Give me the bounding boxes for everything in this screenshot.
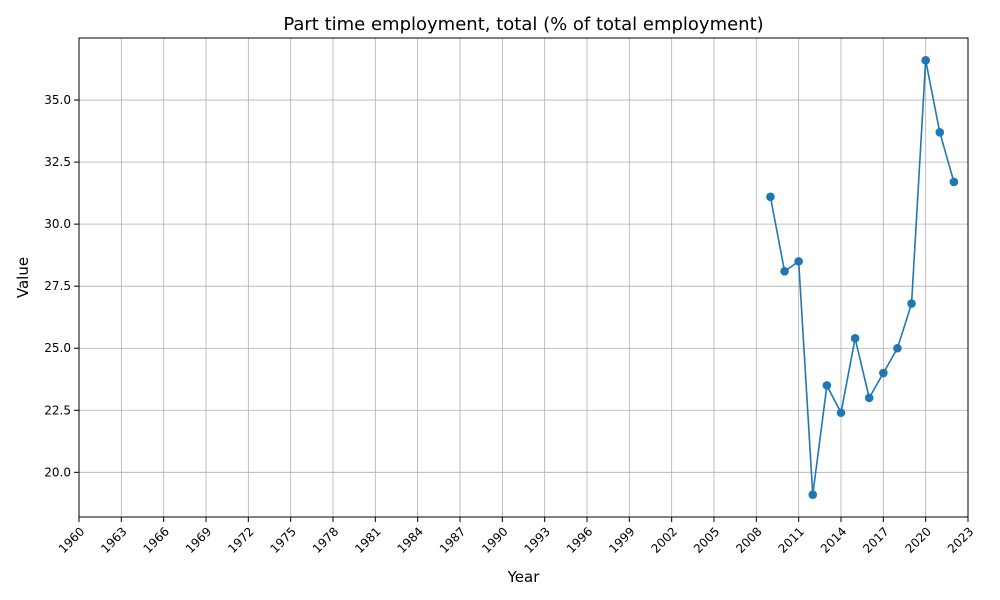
data-point [949,177,959,187]
data-point [907,299,916,308]
data-point [850,334,860,343]
y-tick-label: 32.5 [44,155,71,169]
data-point [808,490,818,499]
data-point [893,343,902,353]
data-point [879,368,888,378]
y-tick-label: 27.5 [44,279,71,293]
data-point [836,408,846,418]
y-tick-label: 22.5 [44,403,71,417]
y-tick-label: 30.0 [44,217,71,231]
data-point [935,128,945,137]
data-point [766,192,775,202]
y-tick-label: 25.0 [44,341,71,355]
grid-lines [78,38,969,517]
y-axis-label: Value [14,257,32,298]
plot-frame [78,37,969,518]
data-point [822,381,832,390]
x-axis-label: Year [507,568,541,586]
series-line [769,60,955,495]
data-point [921,56,930,65]
data-point [794,257,803,266]
data-point [780,266,789,276]
series-layer [766,56,959,499]
y-tick-label: 35.0 [44,93,71,107]
y-tick-label: 20.0 [44,465,71,479]
data-point [864,393,874,403]
chart-title: Part time employment, total (% of total … [283,14,763,35]
